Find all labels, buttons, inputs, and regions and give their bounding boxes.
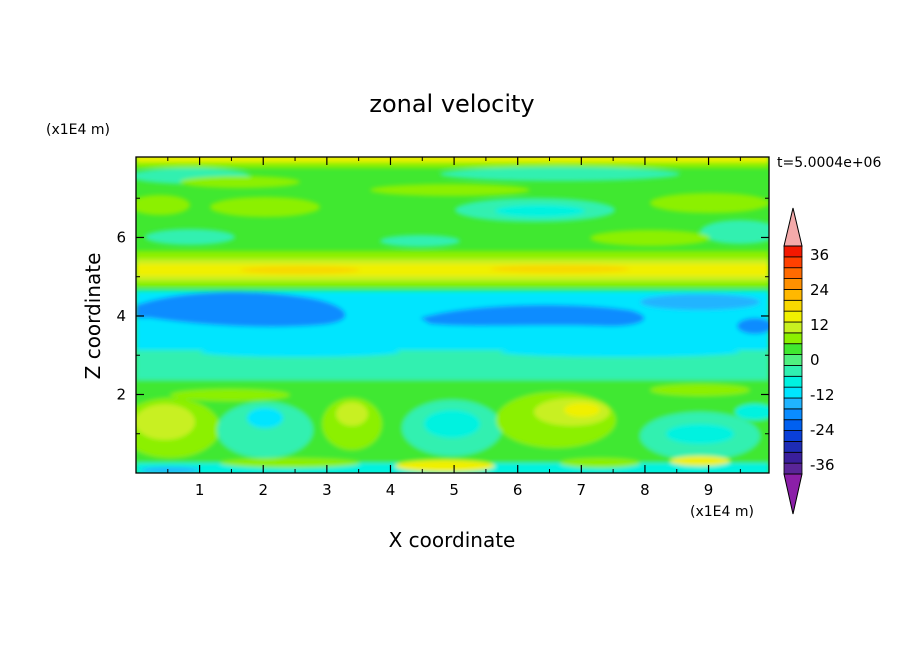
colorbar-swatch [783, 354, 803, 366]
colorbar-swatch [783, 343, 803, 355]
colorbar-label: 0 [810, 351, 820, 369]
colorbar-label: 24 [810, 281, 829, 299]
colorbar-swatch [783, 419, 803, 431]
colorbar-swatch [783, 386, 803, 399]
colorbar-label: 12 [810, 316, 829, 334]
colorbar-swatch [783, 267, 803, 279]
y-tick-label: 4 [116, 307, 126, 325]
colorbar-label: -12 [810, 386, 835, 404]
colorbar-over-arrow [783, 207, 803, 247]
x-tick-label: 5 [449, 481, 459, 499]
colorbar-swatch [783, 451, 803, 464]
x-tick-label: 2 [258, 481, 268, 499]
chart-title: zonal velocity [369, 90, 534, 118]
x-axis-label: X coordinate [389, 528, 516, 552]
plot-frame [135, 156, 770, 474]
x-tick-label: 9 [704, 481, 714, 499]
x-tick-label: 6 [513, 481, 523, 499]
x-axis-ticks: 1 2 3 4 5 6 7 8 9 [167, 157, 741, 499]
colorbar-swatch [783, 375, 803, 388]
colorbar-label: 36 [810, 246, 829, 264]
colorbar: 36 24 12 0 -12 -24 -36 [783, 207, 835, 515]
colorbar-swatch [783, 278, 803, 290]
colorbar-swatch [783, 245, 803, 258]
colorbar-label: -24 [810, 421, 835, 439]
x-tick-label: 1 [195, 481, 205, 499]
colorbar-swatch [783, 310, 803, 323]
colorbar-swatch [783, 321, 803, 334]
colorbar-swatch [783, 365, 803, 377]
x-tick-label: 3 [322, 481, 332, 499]
x-unit-label: (x1E4 m) [690, 504, 754, 520]
x-tick-label: 4 [386, 481, 396, 499]
y-axis-ticks: 2 4 6 [116, 197, 769, 435]
y-tick-label: 2 [116, 385, 126, 403]
contour-field [136, 157, 769, 473]
colorbar-under-arrow [783, 473, 803, 515]
colorbar-swatch [783, 430, 803, 442]
colorbar-swatch [783, 256, 803, 269]
y-axis-label: Z coordinate [81, 253, 105, 380]
colorbar-swatch [783, 299, 803, 312]
x-tick-label: 8 [640, 481, 650, 499]
colorbar-swatch [783, 462, 803, 475]
colorbar-swatch [783, 441, 803, 453]
colorbar-swatch [783, 408, 803, 421]
colorbar-swatch [783, 397, 803, 410]
colorbar-swatch [783, 289, 803, 301]
y-tick-label: 6 [116, 228, 126, 246]
y-unit-label: (x1E4 m) [46, 122, 110, 138]
colorbar-swatch [783, 332, 803, 345]
x-tick-label: 7 [577, 481, 587, 499]
colorbar-label: -36 [810, 456, 835, 474]
time-label: t=5.0004e+06 [777, 155, 881, 171]
